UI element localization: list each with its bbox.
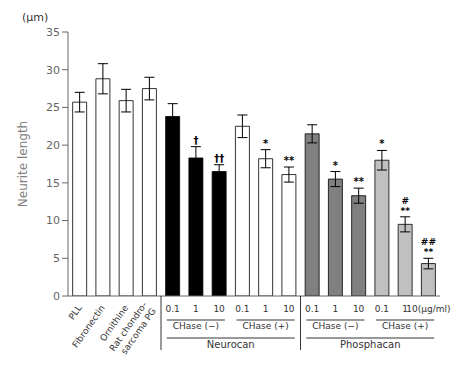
svg-text:0.1: 0.1: [165, 304, 179, 314]
svg-text:0: 0: [53, 290, 60, 303]
svg-text:CHase (−): CHase (−): [173, 321, 219, 331]
svg-text:†: †: [193, 135, 198, 146]
svg-text:10(μg/ml): 10(μg/ml): [406, 304, 450, 314]
svg-text:CHase (+): CHase (+): [382, 321, 428, 331]
svg-text:1: 1: [263, 304, 269, 314]
svg-text:1: 1: [402, 304, 408, 315]
svg-text:CHase (+): CHase (+): [243, 321, 289, 331]
svg-text:*: *: [379, 138, 385, 149]
svg-text:**: **: [424, 247, 434, 257]
svg-text:**: **: [400, 206, 410, 216]
svg-text:35: 35: [46, 26, 60, 39]
svg-text:Phosphacan: Phosphacan: [340, 339, 400, 350]
svg-text:#: #: [401, 196, 409, 206]
svg-text:0.1: 0.1: [305, 304, 319, 314]
svg-text:PLL: PLL: [67, 303, 84, 321]
svg-text:5: 5: [53, 252, 60, 265]
svg-text:**: **: [284, 155, 295, 166]
svg-text:10: 10: [213, 304, 225, 314]
svg-text:*: *: [333, 160, 339, 171]
svg-text:10: 10: [46, 214, 60, 227]
svg-text:CHase (−): CHase (−): [312, 321, 358, 331]
svg-text:20: 20: [46, 139, 60, 152]
svg-text:25: 25: [46, 101, 60, 114]
svg-text:Ornithine: Ornithine: [98, 303, 131, 344]
svg-text:30: 30: [46, 64, 60, 77]
svg-text:15: 15: [46, 177, 60, 190]
svg-text:0.1: 0.1: [235, 304, 249, 314]
svg-text:*: *: [263, 138, 269, 149]
svg-text:0.1: 0.1: [375, 304, 389, 314]
svg-text:Neurite length: Neurite length: [16, 121, 30, 207]
svg-text:Fibronectin: Fibronectin: [70, 303, 107, 349]
html-text:(μm): (μm): [22, 11, 49, 24]
svg-text:Rat chondro-sarcoma PG: Rat chondro-sarcoma PG: [108, 300, 158, 360]
svg-text:Neurocan: Neurocan: [207, 339, 255, 350]
svg-text:1: 1: [333, 304, 339, 314]
svg-text:10: 10: [283, 304, 295, 314]
svg-text:††: ††: [214, 153, 224, 164]
svg-text:10: 10: [353, 304, 365, 314]
svg-text:1: 1: [193, 304, 199, 314]
svg-text:##: ##: [421, 237, 436, 247]
svg-text:**: **: [353, 176, 364, 187]
